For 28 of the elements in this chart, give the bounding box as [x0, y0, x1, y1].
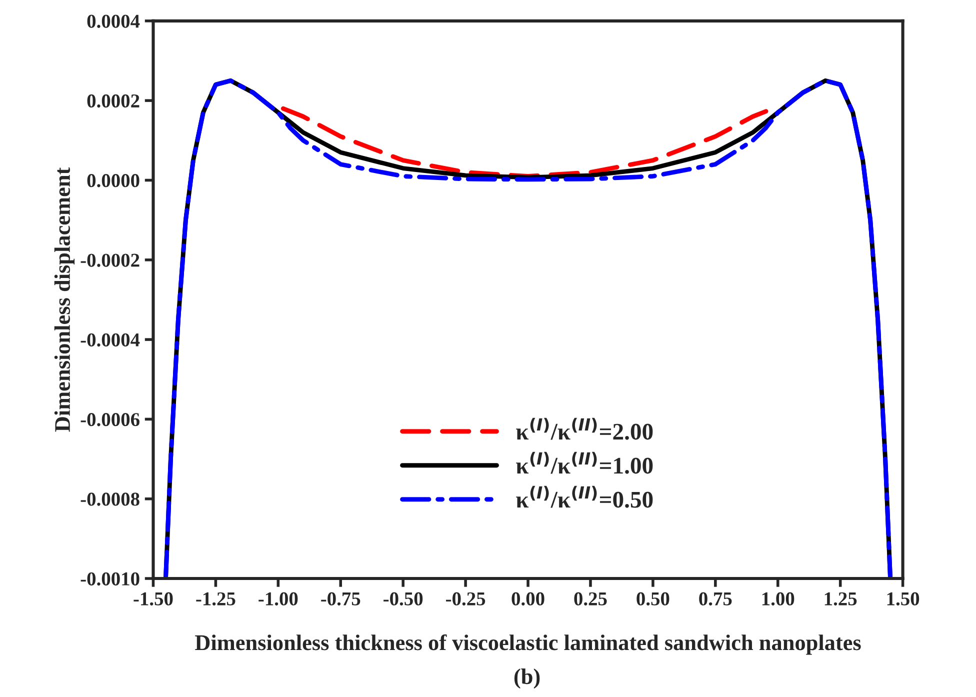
x-tick-label: 1.50 [887, 592, 920, 606]
x-tick-label: -1.25 [196, 592, 236, 606]
y-tick-label: -0.0008 [80, 492, 140, 506]
x-tick-label: 0.25 [574, 592, 607, 606]
x-tick-label: -0.50 [384, 592, 423, 606]
y-tick-label: -0.0004 [80, 333, 140, 347]
x-tick-label: -0.25 [446, 592, 486, 606]
legend-label: κ$^{(I)}$/κ$^{(II)}$=1.00 [516, 452, 653, 474]
x-tick-label: 1.25 [824, 592, 857, 606]
y-tick-label: 0.0000 [87, 174, 140, 188]
x-tick-label: 0.50 [636, 592, 670, 606]
text: (b) [514, 668, 540, 689]
y-tick-label: 0.0004 [87, 14, 140, 28]
x-tick-label: 0.75 [699, 592, 732, 606]
x-axis-title: Dimensionless thickness of viscoelastic laminated sandwich nanoplates [195, 634, 861, 655]
x-tick-label: -1.00 [258, 592, 298, 606]
x-tick-label: -0.75 [321, 592, 360, 606]
y-tick-label: 0.0002 [87, 94, 140, 108]
y-tick-label: -0.0010 [80, 572, 140, 586]
x-tick-label: 0.00 [512, 592, 544, 606]
x-tick-label: -1.50 [134, 592, 173, 606]
y-tick-label: -0.0002 [80, 254, 140, 267]
legend-label: κ$^{(I)}$/κ$^{(II)}$=0.50 [516, 486, 653, 508]
y-axis-title: Dimensionless displacement [54, 167, 75, 432]
x-tick-label: 1.00 [762, 592, 794, 606]
line-series [164, 78, 893, 579]
y-tick-label: -0.0006 [80, 413, 140, 426]
legend-label: κ$^{(I)}$/κ$^{(II)}$=2.00 [516, 418, 653, 440]
